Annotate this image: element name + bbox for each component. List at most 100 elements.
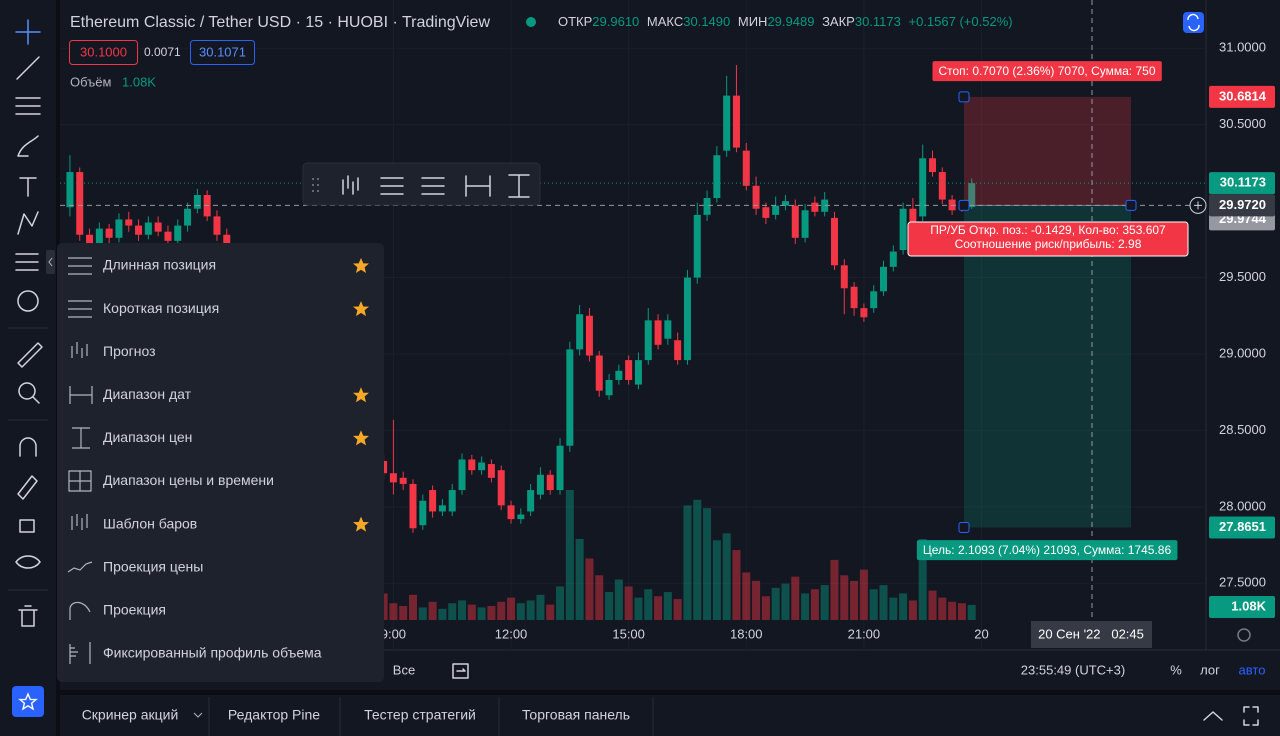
candle-body [929, 158, 937, 173]
candle-body [448, 490, 456, 512]
percent-toggle[interactable]: % [1170, 662, 1182, 677]
crosshair-tool[interactable] [15, 19, 41, 45]
toolbar-panel [302, 162, 541, 206]
volume-bar [948, 601, 957, 620]
favorites-button[interactable] [12, 686, 44, 717]
lock-tool[interactable] [19, 519, 35, 533]
volume-bar [918, 538, 927, 620]
stop-label-bg [932, 61, 1162, 82]
tool-short[interactable] [421, 177, 445, 195]
clock[interactable]: 23:55:49 (UTC+3) [1021, 662, 1125, 677]
candle-body [76, 172, 84, 235]
candle-body [752, 185, 760, 209]
candle-body [86, 234, 94, 247]
buy-box[interactable] [190, 40, 255, 65]
ohlc-value: 29.9489 [767, 14, 814, 29]
tool-long[interactable] [380, 177, 404, 195]
tab[interactable]: Скринер акций [82, 707, 179, 723]
volume-bar [869, 589, 878, 620]
emoji-tool[interactable] [17, 290, 39, 312]
collapse-button[interactable] [46, 250, 55, 274]
menu-item-label: Диапазон дат [103, 386, 192, 402]
delete-tool[interactable] [18, 605, 38, 627]
tab[interactable]: Тестер стратегий [364, 707, 476, 723]
menu-item-label: Длинная позиция [103, 257, 216, 273]
volume-bar [781, 583, 790, 620]
candle-body [399, 477, 407, 484]
tab[interactable]: Торговая панель [522, 707, 630, 723]
brush-tool[interactable] [17, 135, 39, 157]
menu-item-label: Диапазон цен [103, 429, 192, 445]
candle-body [772, 205, 780, 215]
x-tick-label: 15:00 [612, 626, 645, 641]
zoom-tool[interactable] [18, 382, 36, 400]
candle-body [879, 266, 887, 292]
visibility-tool[interactable] [15, 555, 41, 569]
range-all[interactable]: Все [393, 662, 415, 677]
crosshair-time: 20 Сен '22 02:45 [1038, 626, 1144, 641]
sell-box[interactable] [69, 40, 138, 65]
candle-body [95, 228, 103, 247]
volume-bar [516, 603, 525, 620]
volume-bar [859, 569, 868, 620]
collapse-arrow [48, 257, 53, 267]
settings[interactable] [1237, 628, 1251, 642]
expand-panel[interactable] [1203, 711, 1223, 721]
floating-toolbar [302, 162, 541, 206]
trend-line-tool[interactable] [16, 56, 40, 80]
text-tool[interactable] [19, 177, 37, 197]
tab[interactable]: Редактор Pine [228, 707, 320, 723]
forecast-tool[interactable] [15, 253, 39, 271]
goto-date[interactable] [452, 663, 469, 679]
auto-toggle[interactable]: авто [1239, 662, 1266, 677]
volume-bar [556, 586, 565, 620]
candle-body [723, 95, 731, 151]
magnet-tool[interactable] [19, 437, 37, 457]
volume-bar [801, 593, 810, 620]
handle[interactable] [958, 91, 970, 103]
ohlc-change: +0.1567 (+0.52%) [909, 14, 1013, 29]
volume-bar [526, 600, 535, 620]
legend: Ethereum Classic / Tether USD · 15 · HUO… [69, 12, 1204, 89]
bottom-bar: Все 23:55:49 (UTC+3) % лог авто [393, 628, 1266, 679]
ruler-tool[interactable] [17, 342, 43, 368]
candle-body [713, 155, 721, 199]
candle-body [634, 360, 642, 385]
tool-date-range[interactable] [465, 175, 491, 197]
y-tick-label: 29.5000 [1219, 269, 1266, 284]
candle-body [487, 464, 495, 478]
candle-body [507, 505, 515, 520]
pnl-text: ПР/УБ Откр. поз.: -0.1429, Кол-во: 353.6… [930, 223, 1166, 237]
handle[interactable] [1125, 199, 1137, 211]
tab-chevron[interactable] [193, 712, 203, 718]
pnl-label-bg [907, 221, 1189, 257]
market-status[interactable] [526, 17, 536, 27]
handle[interactable] [958, 521, 970, 533]
drag-handle[interactable] [312, 178, 319, 192]
candle-body [458, 459, 466, 491]
handle[interactable] [958, 199, 970, 211]
candle-body [625, 360, 633, 380]
fullscreen[interactable] [1243, 706, 1259, 726]
tool-price-range[interactable] [508, 174, 530, 198]
candle-body [889, 251, 897, 267]
menu-item-icon [72, 427, 90, 449]
x-tick-label: 12:00 [495, 626, 528, 641]
menu-panel [57, 243, 384, 682]
candle-body [527, 490, 535, 512]
volume-bar [595, 575, 604, 620]
volume-bar [428, 601, 437, 620]
pattern-tool[interactable] [17, 211, 39, 235]
fib-tool[interactable] [15, 97, 41, 115]
lock-draw-tool[interactable] [17, 475, 38, 500]
candle-body [66, 172, 74, 208]
menu-item-label: Проекция цены [103, 558, 203, 574]
y-tick-label: 30.5000 [1219, 116, 1266, 131]
volume-bar [458, 600, 467, 620]
menu-item-label: Шаблон баров [103, 515, 197, 531]
log-toggle[interactable]: лог [1200, 662, 1220, 677]
volume-axis-label-bg [1209, 596, 1275, 618]
tool-bars[interactable] [342, 175, 359, 195]
